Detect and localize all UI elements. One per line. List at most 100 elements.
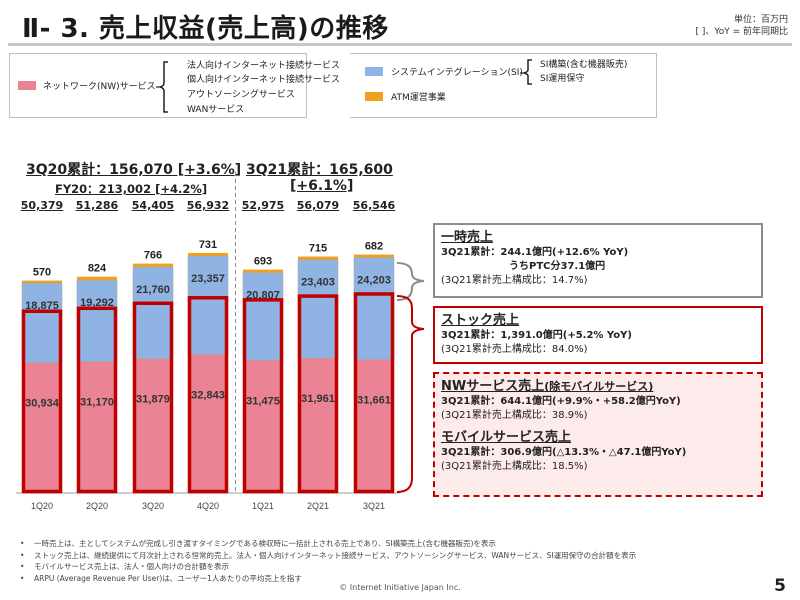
stock-revenue-panel: ストック売上 3Q21累計：1,391.0億円(+5.2% YoY) (3Q21… (433, 306, 763, 364)
yoy-note: [ ]、YoY = 前年同期比 (695, 27, 788, 37)
si-value-label: 20,807 (246, 290, 280, 302)
bar-segment-nw (188, 354, 228, 493)
nw-line: 3Q21累計：644.1億円(+9.9%・+58.2億円YoY) (441, 396, 681, 407)
page-title: Ⅱ- 3. 売上収益(売上高)の推移 (22, 14, 389, 44)
nw-value-label: 31,661 (357, 394, 391, 406)
si-item: SI運用保守 (540, 74, 585, 84)
si-item: SI構築(含む機器販売) (540, 60, 628, 70)
si-value-label: 21,760 (136, 284, 170, 296)
nw-value-label: 31,475 (246, 395, 280, 407)
x-tick-label: 3Q21 (363, 501, 385, 511)
nw-heading-sub: (除モバイルサービス) (544, 380, 654, 393)
x-tick-label: 1Q20 (31, 501, 53, 511)
stock-brace-icon (396, 295, 425, 493)
onetime-heading: 一時売上 (441, 230, 494, 245)
bar-segment-si (76, 279, 118, 362)
si-brace-icon (520, 59, 532, 85)
nw-brace-icon (156, 61, 168, 113)
bar-segment-si (21, 282, 63, 363)
nw-legend-label: ネットワーク(NW)サービス (43, 82, 156, 92)
footnote: • 一時売上は、主としてシステムが完成し引き渡すタイミングである検収時に一括計上さ… (20, 539, 496, 548)
bar-segment-si (187, 255, 229, 355)
x-tick-label: 4Q20 (197, 501, 219, 511)
footnote-text: 一時売上は、主としてシステムが完成し引き渡すタイミングである検収時に一括計上され… (34, 539, 496, 548)
nw-item: WANサービス (187, 105, 245, 115)
atm-swatch (365, 92, 383, 101)
legend-si-atm: システムインテグレーション(SI) SI構築(含む機器販売) SI運用保守 AT… (350, 53, 657, 118)
bar-segment-atm (354, 254, 394, 258)
fy20-cumulative: 3Q20累計：156,070 [+3.6%] (26, 162, 242, 178)
atm-value-label: 715 (309, 243, 327, 255)
nw-mobile-panel: NWサービス売上(除モバイルサービス) 3Q21累計：644.1億円(+9.9%… (433, 372, 763, 497)
nw-value-label: 32,843 (191, 390, 225, 402)
bar-segment-nw (77, 361, 117, 493)
page-number: 5 (774, 576, 786, 596)
si-value-label: 19,292 (80, 297, 114, 309)
quarter-total: 56,079 (296, 199, 340, 212)
footnote: • ストック売上は、継続提供にて月次計上される恒常的売上。法人・個人向けインターネ… (20, 550, 637, 560)
mobile-line: 3Q21累計：306.9億円(△13.3%・△47.1億円YoY) (441, 447, 687, 458)
nw-item: アウトソーシングサービス (187, 90, 295, 100)
nw-heading: NWサービス売上 (441, 379, 545, 394)
title-divider (8, 43, 792, 46)
unit-note: 単位：百万円 [ ]、YoY = 前年同期比 (696, 14, 788, 38)
atm-value-label: 570 (33, 267, 51, 279)
mobile-heading: モバイルサービス売上 (441, 430, 572, 445)
atm-value-label: 824 (88, 263, 107, 275)
stock-ratio: (3Q21累計売上構成比：84.0%) (441, 344, 588, 355)
footnote: • ARPU (Average Revenue Per User)は、ユーザー1人… (20, 573, 302, 583)
bar-segment-si (242, 272, 284, 361)
stock-outline (353, 292, 395, 494)
footnote-text: ARPU (Average Revenue Per User)は、ユーザー1人あ… (34, 573, 302, 583)
footnote-text: モバイルサービス売上は、法人・個人向けの合計額を表示 (34, 562, 229, 571)
nw-value-label: 30,934 (25, 398, 60, 410)
atm-legend-label: ATM運営事業 (391, 93, 446, 103)
onetime-ratio: (3Q21累計売上構成比：14.7%) (441, 275, 588, 286)
bar-segment-si (132, 266, 174, 359)
mobile-ratio: (3Q21累計売上構成比：18.5%) (441, 461, 588, 472)
fy20-full-year: FY20：213,002 [+4.2%] (55, 182, 208, 196)
nw-value-label: 31,961 (301, 393, 335, 405)
stock-outline (21, 309, 63, 494)
atm-value-label: 693 (254, 256, 272, 268)
bar-segment-nw (22, 362, 62, 493)
si-value-label: 23,403 (301, 277, 335, 289)
nw-value-label: 31,879 (136, 394, 170, 406)
quarter-total: 51,286 (75, 199, 119, 212)
si-value-label: 23,357 (191, 273, 225, 285)
quarter-total: 52,975 (241, 199, 285, 212)
stock-line: 3Q21累計：1,391.0億円(+5.2% YoY) (441, 330, 632, 341)
stock-outline (297, 294, 339, 494)
atm-value-label: 766 (144, 250, 162, 262)
stock-outline (132, 301, 174, 494)
nw-item: 法人向けインターネット接続サービス (187, 61, 341, 71)
fy21-cumulative: 3Q21累計：165,600 (246, 162, 393, 178)
quarter-total: 56,932 (186, 199, 230, 212)
unit-line: 単位：百万円 (733, 15, 788, 25)
bar-segment-atm (298, 256, 338, 260)
x-tick-label: 2Q21 (307, 501, 329, 511)
nw-item: 個人向けインターネット接続サービス (187, 75, 341, 85)
stock-outline (242, 298, 284, 494)
footnote-text: ストック売上は、継続提供にて月次計上される恒常的売上。法人・個人向けインターネッ… (34, 550, 637, 560)
copyright: © Internet Initiative Japan Inc. (339, 583, 461, 592)
si-legend-label: システムインテグレーション(SI) (391, 68, 523, 78)
x-tick-label: 2Q20 (86, 501, 108, 511)
bar-segment-si (297, 259, 339, 359)
footnote: • モバイルサービス売上は、法人・個人向けの合計額を表示 (20, 562, 229, 571)
footnotes: • 一時売上は、主としてシステムが完成し引き渡すタイミングである検収時に一括計上さ… (20, 538, 636, 584)
fy21-yoy: [+6.1%] (290, 178, 354, 194)
si-value-label: 18,875 (25, 300, 59, 312)
stock-heading: ストック売上 (441, 313, 520, 328)
onetime-brace-icon (396, 262, 425, 301)
nw-value-label: 31,170 (80, 397, 114, 409)
stock-outline (76, 306, 118, 494)
bar-segment-si (353, 257, 395, 360)
bar-segment-atm (22, 280, 62, 283)
bar-segment-nw (133, 358, 173, 493)
onetime-line: 3Q21累計：244.1億円(+12.6% YoY) (441, 247, 629, 258)
legend-nw: ネットワーク(NW)サービス 法人向けインターネット接続サービス 個人向けインタ… (9, 53, 340, 118)
nw-ratio: (3Q21累計売上構成比：38.9%) (441, 410, 588, 421)
si-swatch (365, 67, 383, 76)
